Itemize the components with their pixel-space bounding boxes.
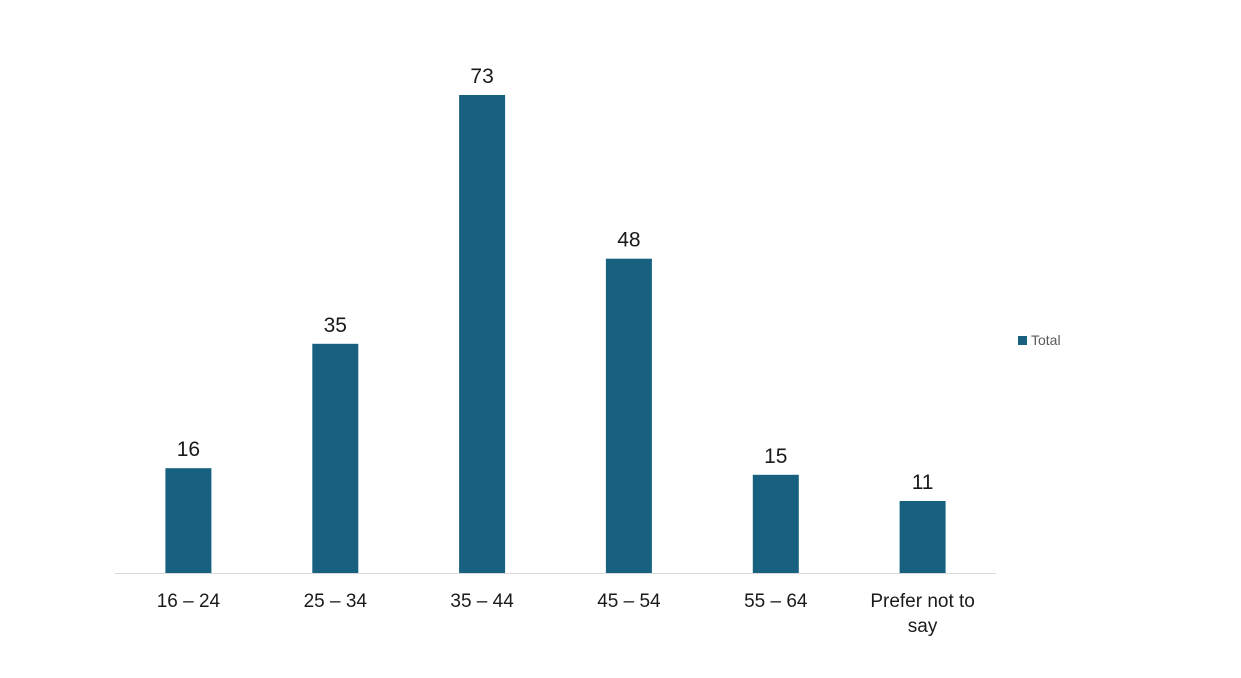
x-tick-label-25-34: 25 – 34 [304, 591, 368, 612]
data-label-25-34: 35 [324, 314, 347, 337]
x-tick-label-45-54: 45 – 54 [597, 591, 661, 612]
bar-55-64 [752, 474, 799, 573]
data-label-prefer-not-to-say: 11 [912, 471, 934, 494]
bar-prefer-not-to-say [899, 501, 946, 573]
bars-group [165, 95, 946, 573]
bar-25-34 [312, 343, 359, 573]
data-label-35-44: 73 [470, 65, 493, 88]
data-labels-group: 16 35 73 48 15 11 [177, 65, 934, 494]
bar-45-54 [605, 258, 652, 573]
bar-16-24 [165, 468, 212, 573]
data-label-45-54: 48 [617, 229, 640, 252]
legend: Total [1018, 332, 1061, 348]
bar-35-44 [459, 95, 506, 573]
x-tick-label-55-64: 55 – 64 [744, 591, 808, 612]
data-label-55-64: 15 [764, 445, 787, 468]
legend-swatch-total [1018, 336, 1027, 345]
data-label-16-24: 16 [177, 438, 200, 461]
x-tick-labels-group: 16 – 24 25 – 34 35 – 44 45 – 54 55 – 64 Prefe… [157, 591, 975, 637]
x-tick-label-16-24: 16 – 24 [157, 591, 221, 612]
legend-label-total: Total [1031, 332, 1061, 348]
x-tick-label-prefer-not-to-say: Prefer not to say [870, 591, 975, 637]
x-tick-label-35-44: 35 – 44 [450, 591, 514, 612]
